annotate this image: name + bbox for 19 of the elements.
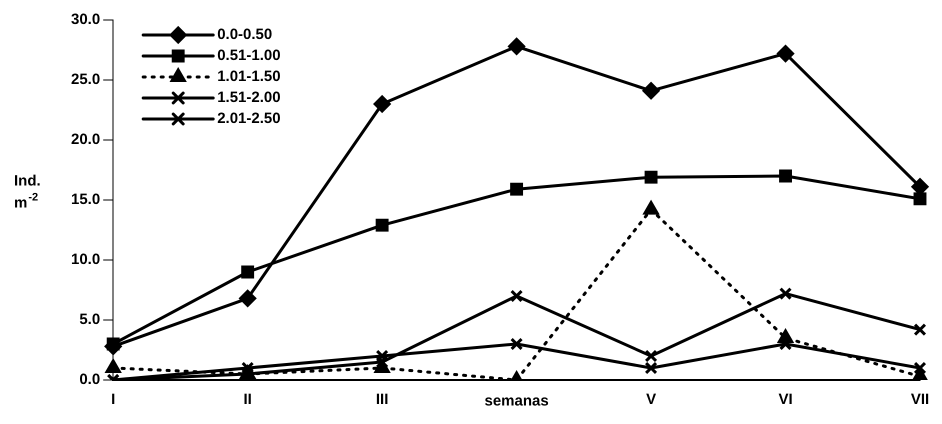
y-tick-label: 15.0 <box>70 191 100 208</box>
legend-label: 1.01-1.50 <box>217 68 281 86</box>
x-tick-label: III <box>376 391 388 408</box>
y-tick-label: 0.0 <box>79 371 100 388</box>
y-tick-label: 20.0 <box>70 131 100 148</box>
x-tick-label: II <box>243 391 252 408</box>
legend-label: 2.01-2.50 <box>217 110 281 128</box>
x-tick-label: VI <box>778 391 793 408</box>
legend-label: 0.51-1.00 <box>217 47 281 64</box>
x-tick-label: V <box>646 391 656 408</box>
y-tick-label: 10.0 <box>70 251 100 268</box>
x-tick-label: VII <box>910 391 930 408</box>
y-tick-label: 25.0 <box>70 71 100 88</box>
x-tick-label: I <box>111 391 116 408</box>
y-tick-label: 30.0 <box>70 11 100 28</box>
legend-label: 0.0-0.50 <box>217 26 272 44</box>
legend-label: 1.51-2.00 <box>217 89 281 106</box>
x-axis-title: semanas <box>484 392 549 410</box>
y-tick-label: 5.0 <box>79 311 100 328</box>
